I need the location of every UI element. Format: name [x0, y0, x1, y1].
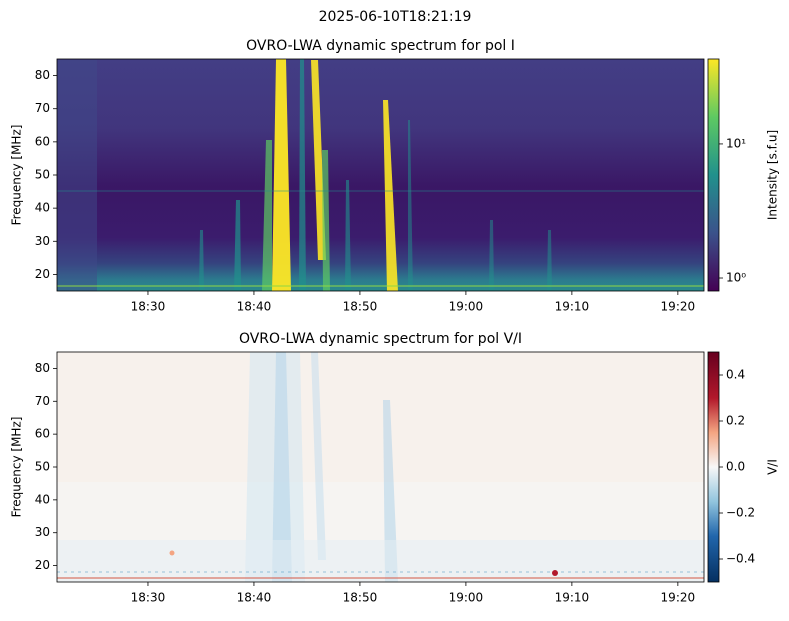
y-tick-label: 40	[35, 201, 50, 215]
x-tick-label: 18:40	[237, 300, 272, 314]
colorbar	[707, 58, 720, 292]
x-tick-label: 18:30	[131, 300, 166, 314]
x-tick-label: 18:40	[237, 591, 272, 605]
x-tick-label: 18:50	[343, 300, 378, 314]
x-tick-label: 18:50	[343, 591, 378, 605]
figure-title: 2025-06-10T18:21:19	[319, 9, 472, 25]
colorbar-tick-label: 10¹	[726, 136, 746, 150]
y-tick-label: 30	[35, 234, 50, 248]
y-tick-label: 80	[35, 68, 50, 82]
colorbar-tick-label: 0.0	[726, 460, 745, 474]
y-tick-label: 30	[35, 525, 50, 539]
colorbar-label: V/I	[766, 459, 780, 475]
x-tick-label: 19:10	[555, 300, 590, 314]
y-tick-label: 80	[35, 361, 50, 375]
x-tick-label: 19:20	[661, 591, 696, 605]
colorbar-tick-label: 0.4	[726, 368, 745, 382]
colorbar-tick-label: −0.4	[726, 552, 755, 566]
colorbar-tick-label: 0.2	[726, 414, 745, 428]
colorbar-tick-label: 10⁰	[726, 271, 746, 285]
colorbar-label: Intensity [s.f.u]	[766, 130, 780, 220]
colorbar	[707, 351, 720, 583]
chart-title: OVRO-LWA dynamic spectrum for pol V/I	[239, 331, 522, 347]
y-axis-label: Frequency [MHz]	[10, 125, 24, 226]
x-tick-label: 19:10	[555, 591, 590, 605]
spectrum-image	[57, 352, 704, 582]
chart-title: OVRO-LWA dynamic spectrum for pol I	[246, 38, 515, 54]
x-tick-label: 19:00	[449, 591, 484, 605]
y-tick-label: 20	[35, 558, 50, 572]
y-tick-label: 60	[35, 134, 50, 148]
y-tick-label: 70	[35, 101, 50, 115]
x-tick-label: 18:30	[131, 591, 166, 605]
x-tick-label: 19:20	[661, 300, 696, 314]
y-tick-label: 70	[35, 394, 50, 408]
y-tick-label: 20	[35, 267, 50, 281]
y-tick-label: 60	[35, 427, 50, 441]
y-tick-label: 50	[35, 460, 50, 474]
y-tick-label: 50	[35, 168, 50, 182]
spectrum-image	[57, 59, 704, 291]
y-tick-label: 40	[35, 492, 50, 506]
x-tick-label: 19:00	[449, 300, 484, 314]
colorbar-tick-label: −0.2	[726, 506, 755, 520]
y-axis-label: Frequency [MHz]	[10, 417, 24, 518]
